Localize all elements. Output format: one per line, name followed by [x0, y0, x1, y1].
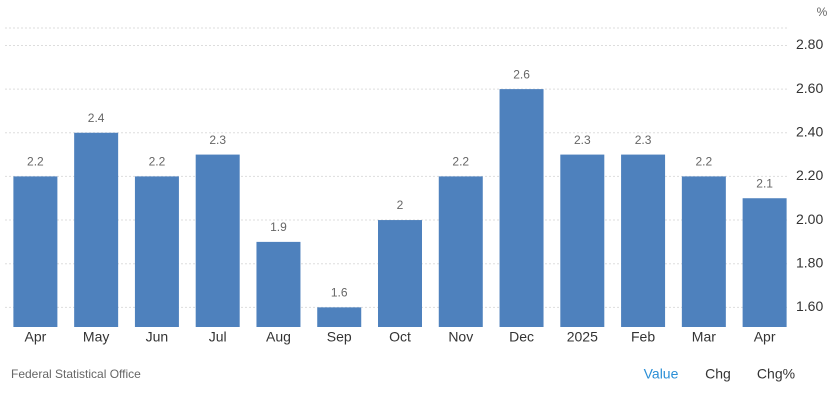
value-label: 2.2 — [27, 155, 44, 169]
source: Federal Statistical Office — [11, 367, 141, 381]
y-tick-label: 2.20 — [796, 167, 823, 183]
x-tick-label: Apr — [24, 329, 46, 345]
x-tick-label: Mar — [692, 329, 716, 345]
value-label: 1.9 — [270, 220, 287, 234]
bar — [621, 154, 666, 327]
bar — [742, 198, 787, 327]
bar — [74, 132, 119, 327]
bar — [134, 176, 179, 327]
value-label: 2.1 — [756, 176, 773, 190]
bar — [681, 176, 726, 327]
x-tick-label: Apr — [754, 329, 776, 345]
tab-button[interactable]: Value — [644, 366, 679, 382]
bar — [560, 154, 605, 327]
bar — [378, 220, 422, 327]
x-tick-label: Sep — [327, 329, 352, 345]
value-label: 2.4 — [88, 111, 105, 125]
x-tick-label: Jul — [209, 329, 227, 345]
bar — [195, 154, 240, 327]
x-tick-label: Oct — [389, 329, 411, 345]
y-tick-label: 2.80 — [796, 36, 823, 52]
x-tick-label: Jun — [146, 329, 169, 345]
tab-button[interactable]: Chg — [705, 366, 731, 382]
bar — [317, 307, 362, 327]
y-tick-label: 2.60 — [796, 80, 823, 96]
x-tick-label: Aug — [266, 329, 291, 345]
x-tick-label: May — [83, 329, 109, 345]
value-label: 2.3 — [574, 133, 591, 147]
y-tick-label: 1.80 — [796, 254, 823, 270]
value-label: 2 — [397, 198, 404, 212]
x-tick-label: Nov — [448, 329, 473, 345]
x-tick-label: Dec — [509, 329, 534, 345]
tab-button[interactable]: Chg% — [757, 366, 795, 382]
y-tick-label: 2.40 — [796, 123, 823, 139]
bar — [13, 176, 58, 327]
unit-label: % — [817, 5, 828, 19]
bar — [438, 176, 483, 327]
value-label: 2.2 — [452, 155, 469, 169]
value-label: 2.2 — [696, 155, 713, 169]
x-tick-label: 2025 — [567, 329, 598, 345]
bar — [499, 89, 544, 327]
value-label: 2.3 — [635, 133, 652, 147]
bar — [256, 241, 301, 327]
value-label: 2.2 — [149, 155, 166, 169]
value-label: 2.3 — [209, 133, 226, 147]
y-tick-label: 2.00 — [796, 211, 823, 227]
y-tick-label: 1.60 — [796, 298, 823, 314]
value-label: 2.6 — [513, 67, 530, 81]
value-label: 1.6 — [331, 286, 348, 300]
x-tick-label: Feb — [631, 329, 655, 345]
